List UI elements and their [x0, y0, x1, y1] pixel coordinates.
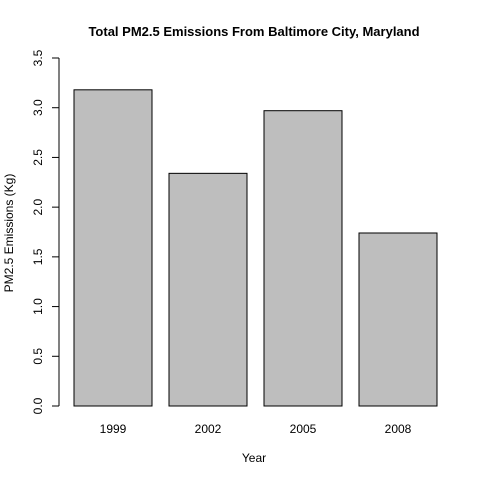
x-axis-ticks: 1999 2002 2005 2008: [100, 422, 412, 436]
y-tick-label: 1.0: [31, 298, 45, 315]
bars-group: [73, 89, 438, 407]
y-tick-label: 3.0: [31, 99, 45, 116]
x-axis-label: Year: [242, 451, 266, 465]
bar-2005: [263, 110, 343, 407]
bar-2002: [168, 172, 248, 407]
bar-1999: [73, 89, 153, 407]
y-axis-ticks: 0.0 0.5 1.0 1.5 2.0 2.5 3.0 3.5: [31, 49, 59, 414]
y-axis-label: PM2.5 Emissions (Kg): [2, 174, 16, 293]
y-tick-label: 1.5: [31, 248, 45, 265]
y-tick-label: 2.5: [31, 149, 45, 166]
chart-title: Total PM2.5 Emissions From Baltimore Cit…: [88, 24, 419, 39]
bar-2008: [358, 232, 438, 407]
x-tick-label: 2005: [290, 422, 317, 436]
y-tick-label: 2.0: [31, 198, 45, 215]
y-tick-label: 0.0: [31, 397, 45, 414]
y-tick-label: 0.5: [31, 348, 45, 365]
x-tick-label: 2008: [385, 422, 412, 436]
y-tick-label: 3.5: [31, 49, 45, 66]
x-tick-label: 1999: [100, 422, 127, 436]
x-tick-label: 2002: [195, 422, 222, 436]
